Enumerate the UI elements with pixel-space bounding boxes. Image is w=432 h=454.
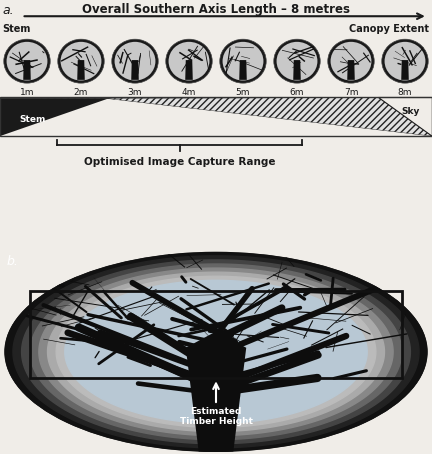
Text: 2m: 2m bbox=[74, 88, 88, 97]
Text: Estimated
Timber Height: Estimated Timber Height bbox=[180, 407, 252, 426]
Ellipse shape bbox=[60, 42, 102, 80]
Text: Overall Southern Axis Length – 8 metres: Overall Southern Axis Length – 8 metres bbox=[82, 3, 350, 16]
Text: b.: b. bbox=[6, 255, 18, 268]
Text: 4m: 4m bbox=[182, 88, 196, 97]
Ellipse shape bbox=[6, 42, 48, 80]
Polygon shape bbox=[131, 60, 139, 80]
Ellipse shape bbox=[4, 39, 50, 83]
Polygon shape bbox=[65, 281, 367, 423]
Text: Stem: Stem bbox=[19, 115, 46, 124]
Ellipse shape bbox=[58, 39, 104, 83]
Polygon shape bbox=[0, 99, 108, 136]
Text: Canopy Extent: Canopy Extent bbox=[349, 24, 429, 34]
Text: Stem: Stem bbox=[3, 24, 31, 34]
Polygon shape bbox=[378, 98, 432, 136]
Polygon shape bbox=[186, 331, 246, 452]
Polygon shape bbox=[4, 252, 428, 452]
Ellipse shape bbox=[384, 42, 426, 80]
Polygon shape bbox=[22, 260, 410, 444]
Ellipse shape bbox=[328, 39, 374, 83]
Polygon shape bbox=[239, 60, 247, 80]
Ellipse shape bbox=[220, 39, 266, 83]
Text: 6m: 6m bbox=[290, 88, 304, 97]
Polygon shape bbox=[293, 60, 301, 80]
Polygon shape bbox=[56, 276, 376, 427]
Text: Sky: Sky bbox=[401, 107, 419, 116]
Ellipse shape bbox=[330, 42, 372, 80]
Bar bbox=[0, 98, 432, 136]
Text: 3m: 3m bbox=[128, 88, 142, 97]
Polygon shape bbox=[39, 268, 393, 435]
Polygon shape bbox=[0, 98, 432, 136]
Ellipse shape bbox=[222, 42, 264, 80]
Polygon shape bbox=[401, 60, 409, 80]
Ellipse shape bbox=[112, 39, 158, 83]
Ellipse shape bbox=[382, 39, 428, 83]
Polygon shape bbox=[48, 272, 384, 431]
Ellipse shape bbox=[114, 42, 156, 80]
Polygon shape bbox=[23, 60, 31, 80]
Ellipse shape bbox=[168, 42, 210, 80]
Ellipse shape bbox=[276, 42, 318, 80]
Polygon shape bbox=[77, 60, 85, 80]
Ellipse shape bbox=[166, 39, 212, 83]
Polygon shape bbox=[347, 60, 355, 80]
Bar bbox=[30, 291, 402, 378]
Text: 8m: 8m bbox=[398, 88, 412, 97]
Text: Optimised Image Capture Range: Optimised Image Capture Range bbox=[84, 157, 275, 167]
Text: a.: a. bbox=[3, 4, 14, 17]
Text: 5m: 5m bbox=[236, 88, 250, 97]
Polygon shape bbox=[30, 264, 402, 439]
Text: 7m: 7m bbox=[344, 88, 358, 97]
Polygon shape bbox=[13, 256, 419, 448]
Text: 1m: 1m bbox=[20, 88, 34, 97]
Polygon shape bbox=[185, 60, 193, 80]
Ellipse shape bbox=[274, 39, 320, 83]
